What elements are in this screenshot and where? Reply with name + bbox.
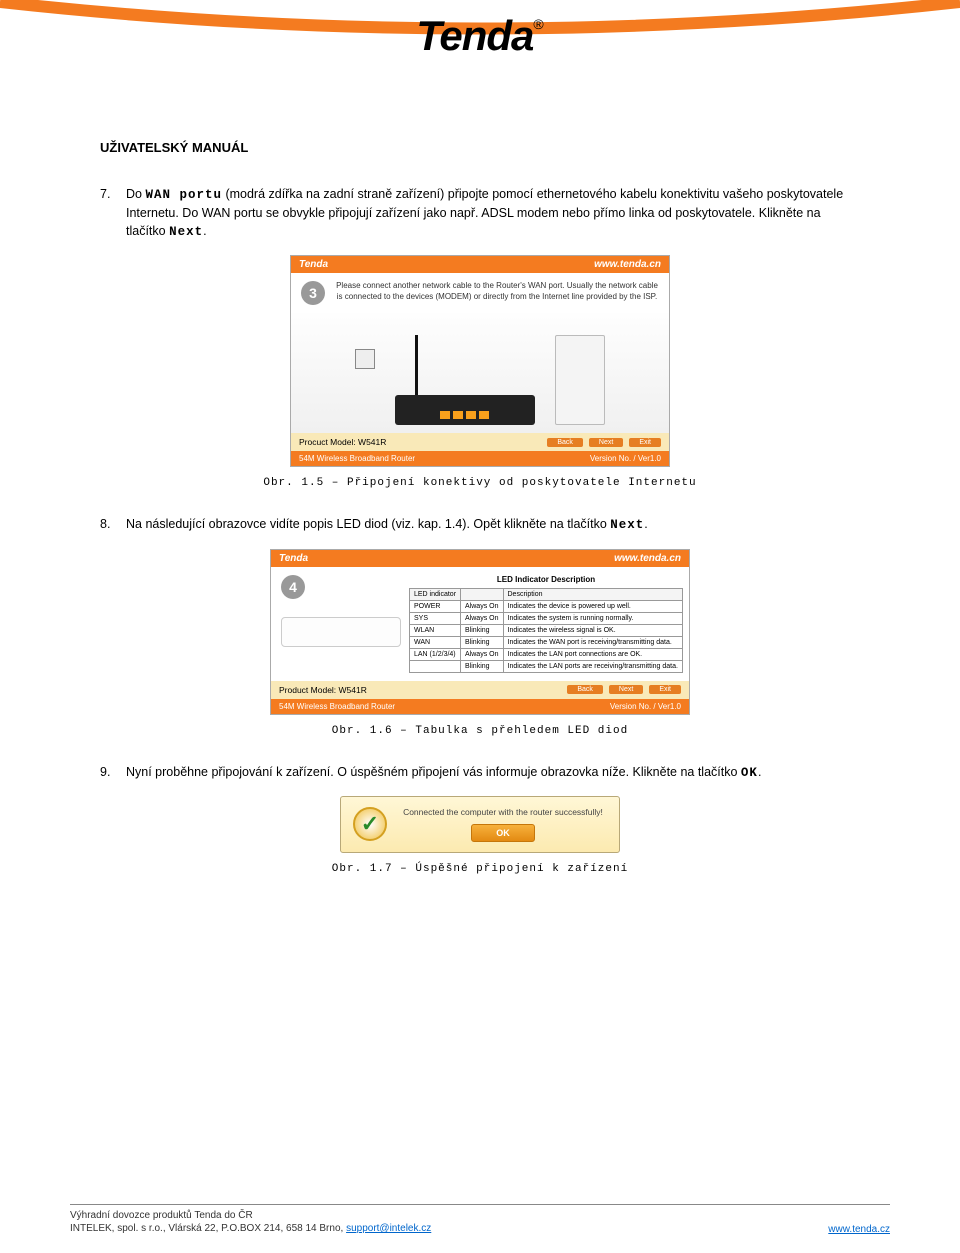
step-circle-icon: 3	[301, 281, 325, 305]
router-icon	[395, 395, 535, 425]
footer-email-link[interactable]: support@intelek.cz	[346, 1223, 431, 1234]
fig2-brand: Tenda	[279, 553, 308, 564]
fig1-footer-left: 54M Wireless Broadband Router	[299, 454, 415, 463]
wall-jack-icon	[355, 349, 375, 369]
page-content: UŽIVATELSKÝ MANUÁL 7. Do WAN portu (modr…	[0, 0, 960, 981]
fig1-diagram	[291, 313, 669, 433]
antenna-icon	[415, 335, 418, 395]
fig3-text: Connected the computer with the router s…	[399, 807, 607, 817]
router-front-icon	[281, 617, 401, 647]
caption-3: Obr. 1.7 – Úspěšné připojení k zařízení	[100, 863, 860, 875]
step-circle-icon: 4	[281, 575, 305, 599]
next-button[interactable]: Next	[609, 685, 643, 694]
next-button[interactable]: Next	[589, 438, 623, 447]
caption-2: Obr. 1.6 – Tabulka s přehledem LED diod	[100, 725, 860, 737]
port-icon	[479, 411, 489, 419]
brand-logo: Tenda®	[416, 12, 543, 60]
footer-website-link[interactable]: www.tenda.cz	[828, 1224, 890, 1235]
footer-line2: INTELEK, spol. s r.o., Vlárská 22, P.O.B…	[70, 1223, 346, 1234]
step-number: 9.	[100, 763, 126, 782]
figure-3: ✓ Connected the computer with the router…	[100, 796, 860, 853]
step-text: Do WAN portu (modrá zdířka na zadní stra…	[126, 185, 860, 241]
fig2-footer-right: Version No. / Ver1.0	[610, 702, 681, 711]
step-8: 8. Na následující obrazovce vidíte popis…	[100, 515, 860, 534]
led-table: LED indicatorDescriptionPOWERAlways OnIn…	[409, 588, 683, 673]
fig1-instruction: Please connect another network cable to …	[335, 281, 659, 302]
fig2-url: www.tenda.cn	[614, 553, 681, 564]
figure-2: Tenda www.tenda.cn 4 LED Indicator Descr…	[100, 549, 860, 715]
exit-button[interactable]: Exit	[629, 438, 661, 447]
fig2-heading: LED Indicator Description	[409, 575, 683, 584]
footer-line1: Výhradní dovozce produktů Tenda do ČR	[70, 1209, 431, 1222]
figure-1: Tenda www.tenda.cn 3 Please connect anot…	[100, 255, 860, 467]
registered-mark: ®	[533, 16, 543, 32]
port-icon	[453, 411, 463, 419]
step-7: 7. Do WAN portu (modrá zdířka na zadní s…	[100, 185, 860, 241]
port-icon	[466, 411, 476, 419]
brand-name: Tenda	[416, 12, 533, 59]
fig2-footer-left: 54M Wireless Broadband Router	[279, 702, 395, 711]
caption-1: Obr. 1.5 – Připojení konektivy od poskyt…	[100, 477, 860, 489]
ok-button[interactable]: OK	[471, 824, 535, 842]
back-button[interactable]: Back	[547, 438, 583, 447]
page-footer: Výhradní dovozce produktů Tenda do ČR IN…	[0, 1204, 960, 1235]
fig1-model: Procuct Model: W541R	[299, 437, 386, 447]
fig1-url: www.tenda.cn	[594, 259, 661, 270]
step-text: Nyní proběhne připojování k zařízení. O …	[126, 763, 860, 782]
fig2-model: Product Model: W541R	[279, 685, 367, 695]
fig1-brand: Tenda	[299, 259, 328, 270]
document-title: UŽIVATELSKÝ MANUÁL	[100, 140, 860, 155]
exit-button[interactable]: Exit	[649, 685, 681, 694]
back-button[interactable]: Back	[567, 685, 603, 694]
step-text: Na následující obrazovce vidíte popis LE…	[126, 515, 860, 534]
step-9: 9. Nyní proběhne připojování k zařízení.…	[100, 763, 860, 782]
check-icon: ✓	[353, 807, 387, 841]
port-icon	[440, 411, 450, 419]
fig1-footer-right: Version No. / Ver1.0	[590, 454, 661, 463]
step-number: 8.	[100, 515, 126, 534]
step-number: 7.	[100, 185, 126, 241]
pc-tower-icon	[555, 335, 605, 425]
